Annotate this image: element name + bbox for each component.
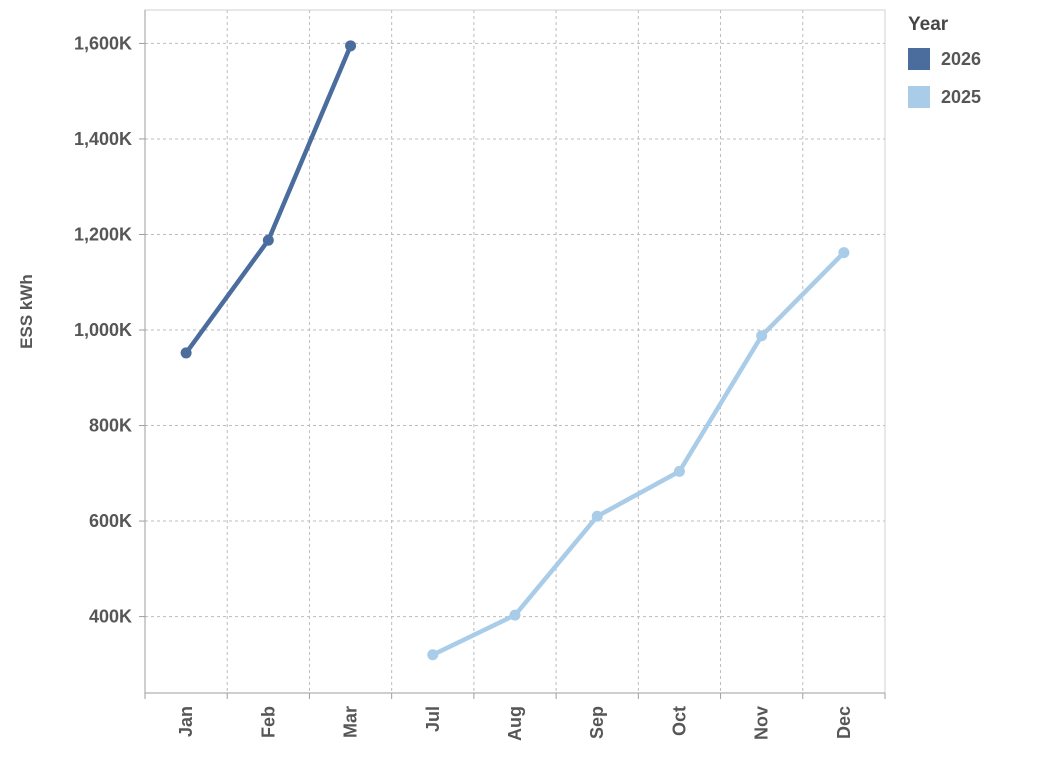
- y-tick-label: 800K: [89, 416, 132, 436]
- legend-label: 2026: [941, 48, 982, 69]
- x-tick-label: Dec: [834, 706, 854, 739]
- x-tick-label: Sep: [587, 706, 607, 739]
- data-point-2026[interactable]: [262, 234, 274, 246]
- x-tick-label: Aug: [505, 706, 525, 741]
- series-line-2025: [430, 250, 847, 658]
- legend-swatch: [908, 86, 930, 108]
- x-tick-label: Nov: [752, 706, 772, 740]
- series-line-2026: [183, 43, 353, 356]
- legend-entry-2026[interactable]: 2026: [908, 48, 1036, 70]
- legend-label: 2025: [941, 86, 982, 107]
- x-tick-label: Feb: [258, 706, 278, 738]
- y-tick-label: 1,200K: [74, 224, 132, 244]
- legend-swatch: [908, 48, 930, 70]
- x-tick-label: Mar: [341, 706, 361, 738]
- data-point-2025[interactable]: [591, 510, 603, 522]
- y-tick-label: 1,400K: [74, 129, 132, 149]
- x-tick-label: Jul: [423, 706, 443, 732]
- y-tick-label: 400K: [89, 607, 132, 627]
- y-tick-label: 1,000K: [74, 320, 132, 340]
- data-point-2026[interactable]: [180, 347, 192, 359]
- data-point-2026[interactable]: [345, 40, 357, 52]
- legend-entries: 2026 2025: [906, 48, 1036, 108]
- legend: Year 2026 2025: [906, 14, 1036, 124]
- data-point-2025[interactable]: [756, 330, 768, 342]
- x-tick-label: Oct: [669, 706, 689, 736]
- data-point-2025[interactable]: [673, 465, 685, 477]
- data-point-2025[interactable]: [509, 609, 521, 621]
- y-tick-label: 1,600K: [74, 33, 132, 53]
- y-axis-title: ESS kWh: [17, 274, 36, 349]
- data-point-2025[interactable]: [427, 649, 439, 661]
- x-tick-label: Jan: [176, 706, 196, 737]
- legend-title: Year: [908, 14, 949, 35]
- data-point-2025[interactable]: [838, 247, 850, 259]
- plot-border: [144, 9, 886, 694]
- legend-entry-2025[interactable]: 2025: [908, 86, 1036, 108]
- y-tick-label: 600K: [89, 511, 132, 531]
